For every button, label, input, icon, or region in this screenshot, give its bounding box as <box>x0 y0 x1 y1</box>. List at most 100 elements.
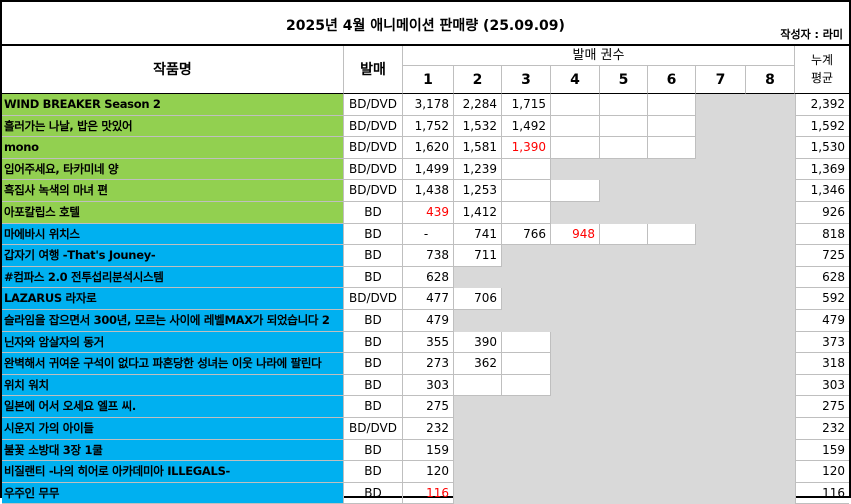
row-volume-6 <box>648 461 696 483</box>
row-name: 갑자기 여행 -That's Jouney- <box>2 245 344 267</box>
row-name: 일본에 어서 오세요 엘프 씨. <box>2 396 344 418</box>
row-volume-3 <box>502 202 551 224</box>
row-volume-2: 1,412 <box>454 202 502 224</box>
header-volumes-group: 발매 권수 <box>403 46 795 66</box>
row-volume-1: 3,178 <box>403 94 454 116</box>
row-volume-1: 738 <box>403 245 454 267</box>
row-name: 입어주세요, 타카미네 양 <box>2 159 344 180</box>
row-volume-7 <box>696 267 746 288</box>
row-volume-2 <box>454 418 502 440</box>
row-volume-3 <box>502 180 551 202</box>
row-release: BD/DVD <box>344 288 403 310</box>
row-volume-5 <box>600 245 648 267</box>
row-average: 275 <box>795 396 849 418</box>
row-volume-8 <box>746 375 795 396</box>
row-volume-2: 390 <box>454 332 502 353</box>
row-volume-8 <box>746 461 795 483</box>
row-volume-4 <box>551 332 600 353</box>
row-average: 120 <box>795 461 849 483</box>
row-volume-4: 948 <box>551 224 600 245</box>
row-volume-1: - <box>403 224 454 245</box>
row-volume-3 <box>502 461 551 483</box>
row-release: BD <box>344 440 403 461</box>
row-volume-6 <box>648 332 696 353</box>
row-release: BD/DVD <box>344 116 403 137</box>
row-volume-4 <box>551 159 600 180</box>
row-volume-5 <box>600 159 648 180</box>
row-volume-7 <box>696 461 746 483</box>
row-volume-7 <box>696 245 746 267</box>
row-volume-8 <box>746 116 795 137</box>
row-volume-6 <box>648 396 696 418</box>
row-volume-2: 1,532 <box>454 116 502 137</box>
row-average: 303 <box>795 375 849 396</box>
row-volume-4 <box>551 245 600 267</box>
row-volume-4 <box>551 116 600 137</box>
row-volume-4 <box>551 288 600 310</box>
row-volume-1: 159 <box>403 440 454 461</box>
row-volume-8 <box>746 202 795 224</box>
row-volume-7 <box>696 332 746 353</box>
row-volume-7 <box>696 483 746 504</box>
row-volume-8 <box>746 224 795 245</box>
row-average: 725 <box>795 245 849 267</box>
row-volume-5 <box>600 116 648 137</box>
row-volume-7 <box>696 137 746 159</box>
header-volume-4: 4 <box>551 66 600 94</box>
row-release: BD <box>344 483 403 504</box>
row-volume-7 <box>696 94 746 116</box>
row-volume-3 <box>502 267 551 288</box>
row-name: WIND BREAKER Season 2 <box>2 94 344 116</box>
row-release: BD/DVD <box>344 94 403 116</box>
row-name: 닌자와 암살자의 동거 <box>2 332 344 353</box>
title-cell: 2025년 4월 애니메이션 판매량 (25.09.09) 작성자 : 라미 <box>2 2 849 46</box>
row-volume-3 <box>502 418 551 440</box>
row-volume-4 <box>551 461 600 483</box>
row-volume-5 <box>600 310 648 332</box>
header-average-line2: 평균 <box>810 71 834 85</box>
row-name: 비질랜티 -나의 히어로 아카데미아 ILLEGALS- <box>2 461 344 483</box>
row-name: #컴파스 2.0 전투섭리분석시스템 <box>2 267 344 288</box>
row-volume-4 <box>551 375 600 396</box>
row-volume-6 <box>648 116 696 137</box>
header-work-name: 작품명 <box>2 46 344 94</box>
row-volume-8 <box>746 440 795 461</box>
row-release: BD/DVD <box>344 180 403 202</box>
row-average: 232 <box>795 418 849 440</box>
row-average: 1,530 <box>795 137 849 159</box>
row-name: 흘러가는 나날, 밥은 맛있어 <box>2 116 344 137</box>
row-volume-8 <box>746 353 795 375</box>
row-volume-5 <box>600 461 648 483</box>
row-volume-3 <box>502 375 551 396</box>
row-volume-7 <box>696 180 746 202</box>
row-average: 159 <box>795 440 849 461</box>
row-volume-4 <box>551 353 600 375</box>
row-release: BD <box>344 267 403 288</box>
row-volume-5 <box>600 202 648 224</box>
row-name: mono <box>2 137 344 159</box>
row-name: 흑집사 녹색의 마녀 편 <box>2 180 344 202</box>
header-volume-6: 6 <box>648 66 696 94</box>
row-volume-1: 1,499 <box>403 159 454 180</box>
row-volume-2 <box>454 396 502 418</box>
row-volume-2 <box>454 310 502 332</box>
row-volume-6 <box>648 202 696 224</box>
row-volume-2 <box>454 440 502 461</box>
row-volume-4 <box>551 267 600 288</box>
header-average: 누계 평균 <box>795 46 849 94</box>
row-volume-6 <box>648 483 696 504</box>
row-volume-8 <box>746 332 795 353</box>
row-volume-8 <box>746 396 795 418</box>
row-volume-2: 362 <box>454 353 502 375</box>
row-volume-5 <box>600 375 648 396</box>
row-volume-4 <box>551 94 600 116</box>
row-average: 318 <box>795 353 849 375</box>
header-volume-7: 7 <box>696 66 746 94</box>
row-volume-6 <box>648 245 696 267</box>
author-label: 작성자 : 라미 <box>780 28 843 41</box>
row-volume-3 <box>502 159 551 180</box>
header-volume-1: 1 <box>403 66 454 94</box>
row-volume-2: 1,253 <box>454 180 502 202</box>
row-average: 926 <box>795 202 849 224</box>
row-volume-5 <box>600 332 648 353</box>
